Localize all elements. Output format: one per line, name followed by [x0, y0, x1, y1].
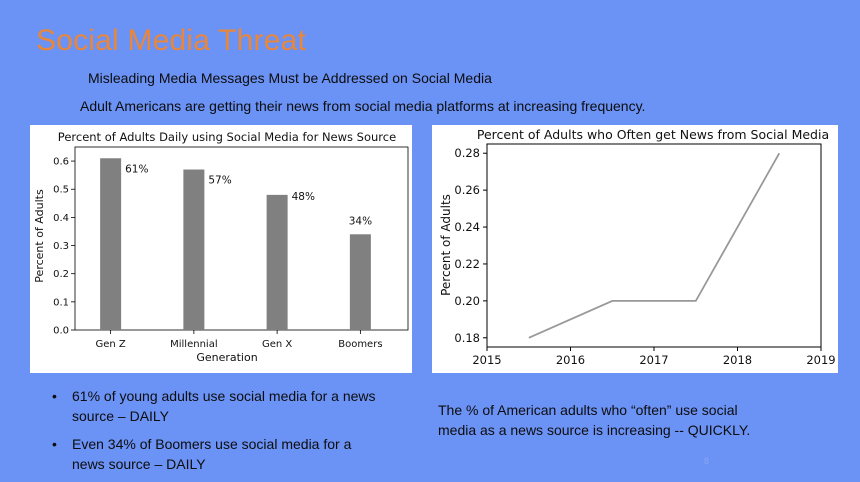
bullet-list: • 61% of young adults use social media fo… [48, 386, 378, 482]
line-series [528, 152, 781, 339]
line-x-tick-label: 2019 [806, 353, 835, 367]
line-x-tick-label: 2015 [472, 353, 501, 367]
bar-y-tick-label: 0.3 [53, 241, 69, 252]
bar-chart: Percent of Adults Daily using Social Med… [33, 130, 409, 364]
bar-millennial [183, 169, 205, 330]
bullet-text: 61% of young adults use social media for… [72, 388, 376, 424]
bar-x-tick-label: Gen X [262, 339, 292, 350]
bar-x-tick-label: Boomers [338, 339, 382, 350]
bar-plot-frame [74, 146, 409, 331]
bar-gen-x [266, 194, 288, 330]
line-chart-ylabel: Percent of Adults [439, 194, 453, 296]
trend-note: The % of American adults who “often” use… [438, 402, 751, 438]
line-x-tick-label: 2018 [723, 353, 752, 367]
bar-y-tick-label: 0.1 [53, 297, 69, 308]
bullet-dot: • [52, 388, 57, 404]
bullet-item: • 61% of young adults use social media fo… [48, 386, 378, 426]
line-y-tick-label: 0.18 [454, 331, 480, 345]
bar-data-label: 57% [208, 175, 231, 187]
line-chart-panel: Percent of Adults who Often get News fro… [432, 125, 838, 373]
bar-gen-z [100, 158, 122, 330]
line-chart-title: Percent of Adults who Often get News fro… [477, 127, 829, 142]
line-y-tick-label: 0.22 [454, 257, 480, 271]
slide-subtitle: Misleading Media Messages Must be Addres… [88, 70, 492, 86]
line-y-tick-label: 0.20 [454, 294, 480, 308]
bullet-text: Even 34% of Boomers use social media for… [72, 436, 352, 472]
bar-x-tick-label: Millennial [170, 339, 217, 350]
line-y-tick-label: 0.26 [454, 183, 480, 197]
line-y-tick-label: 0.24 [454, 220, 480, 234]
bar-y-tick-label: 0.5 [53, 185, 69, 196]
line-plot-frame [486, 143, 822, 348]
bar-y-tick-label: 0.4 [53, 213, 69, 224]
bar-chart-panel: Percent of Adults Daily using Social Med… [30, 125, 412, 373]
bar-y-tick-label: 0.0 [53, 326, 69, 337]
bar-y-tick-label: 0.2 [53, 269, 69, 280]
line-y-tick-label: 0.28 [454, 146, 480, 160]
bar-chart-xlabel: Generation [196, 351, 257, 364]
line-chart: Percent of Adults who Often get News fro… [439, 127, 836, 367]
line-x-tick-label: 2016 [556, 353, 585, 367]
lead-text: Adult Americans are getting their news f… [80, 98, 646, 114]
page-number: 8 [704, 456, 710, 466]
bullet-item: • Even 34% of Boomers use social media fo… [48, 434, 378, 474]
bar-y-tick-label: 0.6 [53, 157, 69, 168]
bar-boomers [349, 234, 371, 330]
bar-chart-ylabel: Percent of Adults [33, 189, 46, 283]
bar-data-label: 34% [349, 215, 372, 227]
slide-title: Social Media Threat [36, 24, 307, 57]
bar-data-label: 61% [125, 163, 148, 175]
bullet-dot: • [52, 436, 57, 452]
bar-x-tick-label: Gen Z [95, 339, 125, 350]
bar-data-label: 48% [292, 191, 315, 203]
line-x-tick-label: 2017 [639, 353, 668, 367]
bar-chart-title: Percent of Adults Daily using Social Med… [58, 130, 396, 144]
